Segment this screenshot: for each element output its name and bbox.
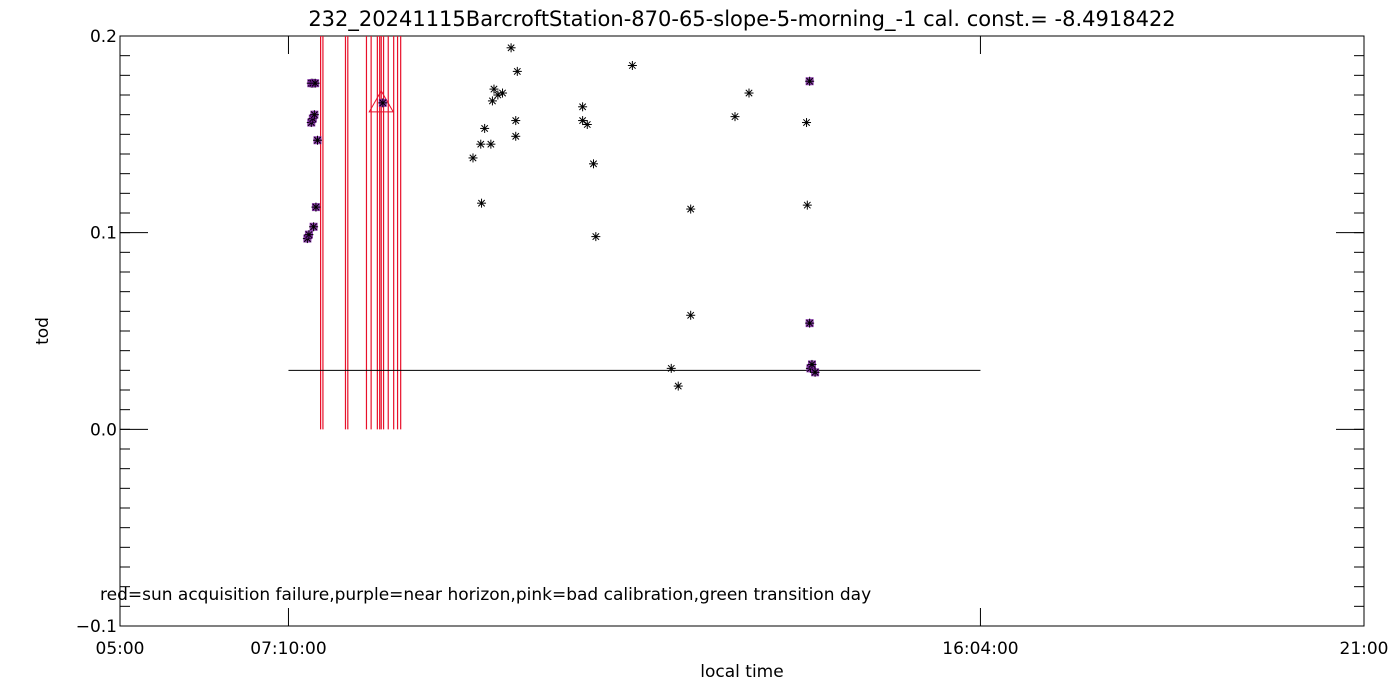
x-axis-label: local time — [700, 662, 783, 682]
star-stroke — [667, 364, 675, 372]
star-stroke — [674, 382, 682, 390]
star-stroke — [512, 132, 520, 140]
star-stroke — [687, 205, 695, 213]
data-point — [627, 61, 637, 70]
y-tick-label: −0.1 — [76, 617, 117, 637]
star-stroke — [469, 154, 477, 162]
data-point — [578, 116, 588, 126]
star-stroke — [808, 360, 816, 368]
triangle-marker — [368, 89, 395, 113]
data-point — [310, 78, 320, 88]
star-stroke — [512, 117, 520, 125]
data-point — [511, 116, 521, 126]
star-stroke — [579, 103, 587, 111]
data-point — [805, 76, 815, 86]
data-point — [512, 66, 522, 76]
star-stroke — [498, 89, 507, 97]
x-tick-label: 21:00 — [1340, 639, 1389, 659]
star-stroke — [513, 67, 521, 75]
y-tick-label: 0.1 — [90, 224, 117, 244]
star-stroke — [477, 140, 485, 148]
data-point — [673, 381, 683, 391]
x-tick-label: 16:04:00 — [942, 639, 1018, 659]
data-point — [309, 110, 319, 120]
data-point — [311, 202, 321, 212]
star-stroke — [487, 140, 495, 148]
data-point — [686, 310, 696, 320]
star-stroke — [803, 201, 811, 209]
star-stroke — [311, 79, 319, 87]
data-point — [312, 135, 322, 145]
star-stroke — [313, 136, 322, 144]
y-axis-label: tod — [33, 317, 53, 345]
star-stroke — [592, 233, 600, 241]
x-tick-label: 05:00 — [96, 639, 145, 659]
data-point — [476, 139, 486, 149]
data-point — [480, 123, 490, 133]
star-stroke — [481, 124, 489, 132]
star-stroke — [583, 120, 591, 129]
data-point — [807, 359, 817, 369]
star-stroke — [507, 44, 515, 52]
data-point — [498, 88, 508, 98]
data-points — [302, 43, 820, 391]
data-point — [686, 204, 696, 214]
star-stroke — [589, 160, 598, 168]
data-point — [810, 367, 820, 377]
data-point — [304, 230, 314, 240]
star-stroke — [379, 99, 387, 107]
legend-note: red=sun acquisition failure,purple=near … — [100, 585, 871, 605]
major-ticks — [119, 35, 1365, 627]
star-stroke — [488, 97, 496, 105]
star-stroke — [305, 231, 313, 239]
star-stroke — [312, 203, 320, 211]
data-point — [744, 88, 754, 98]
data-point — [477, 198, 487, 208]
data-point — [730, 112, 740, 122]
star-stroke — [811, 368, 819, 376]
y-tick-label: 0.2 — [90, 27, 117, 47]
data-point — [511, 131, 521, 141]
star-stroke — [806, 77, 814, 85]
data-point — [378, 98, 388, 108]
star-stroke — [802, 118, 811, 127]
star-stroke — [310, 223, 318, 231]
data-point — [666, 363, 676, 373]
y-tick-label: 0.0 — [90, 420, 117, 440]
chart-title: 232_20241115BarcroftStation-870-65-slope… — [308, 7, 1175, 32]
star-stroke — [310, 111, 318, 119]
data-point — [802, 200, 812, 210]
star-stroke — [806, 319, 814, 327]
data-point — [588, 159, 598, 169]
data-point — [486, 139, 496, 149]
plot-frame — [119, 35, 1365, 627]
star-stroke — [745, 89, 753, 97]
data-point — [506, 43, 516, 53]
data-point — [591, 232, 601, 242]
star-stroke — [579, 117, 587, 125]
data-point — [582, 120, 592, 129]
star-stroke — [731, 113, 739, 121]
data-point — [489, 84, 499, 94]
y-tick-labels: −0.1 0.0 0.1 0.2 — [76, 27, 117, 637]
star-stroke — [490, 85, 498, 93]
x-tick-label: 07:10:00 — [250, 639, 326, 659]
x-tick-labels: 05:00 07:10:00 16:04:00 21:00 — [96, 639, 1389, 659]
star-stroke — [477, 199, 486, 207]
data-point — [487, 96, 497, 106]
data-point — [802, 118, 812, 128]
data-point — [578, 102, 588, 112]
data-point — [805, 318, 815, 328]
data-point — [468, 153, 478, 163]
star-stroke — [628, 61, 636, 70]
minor-ticks — [120, 55, 1364, 607]
star-stroke — [687, 311, 695, 319]
data-point — [309, 222, 319, 232]
